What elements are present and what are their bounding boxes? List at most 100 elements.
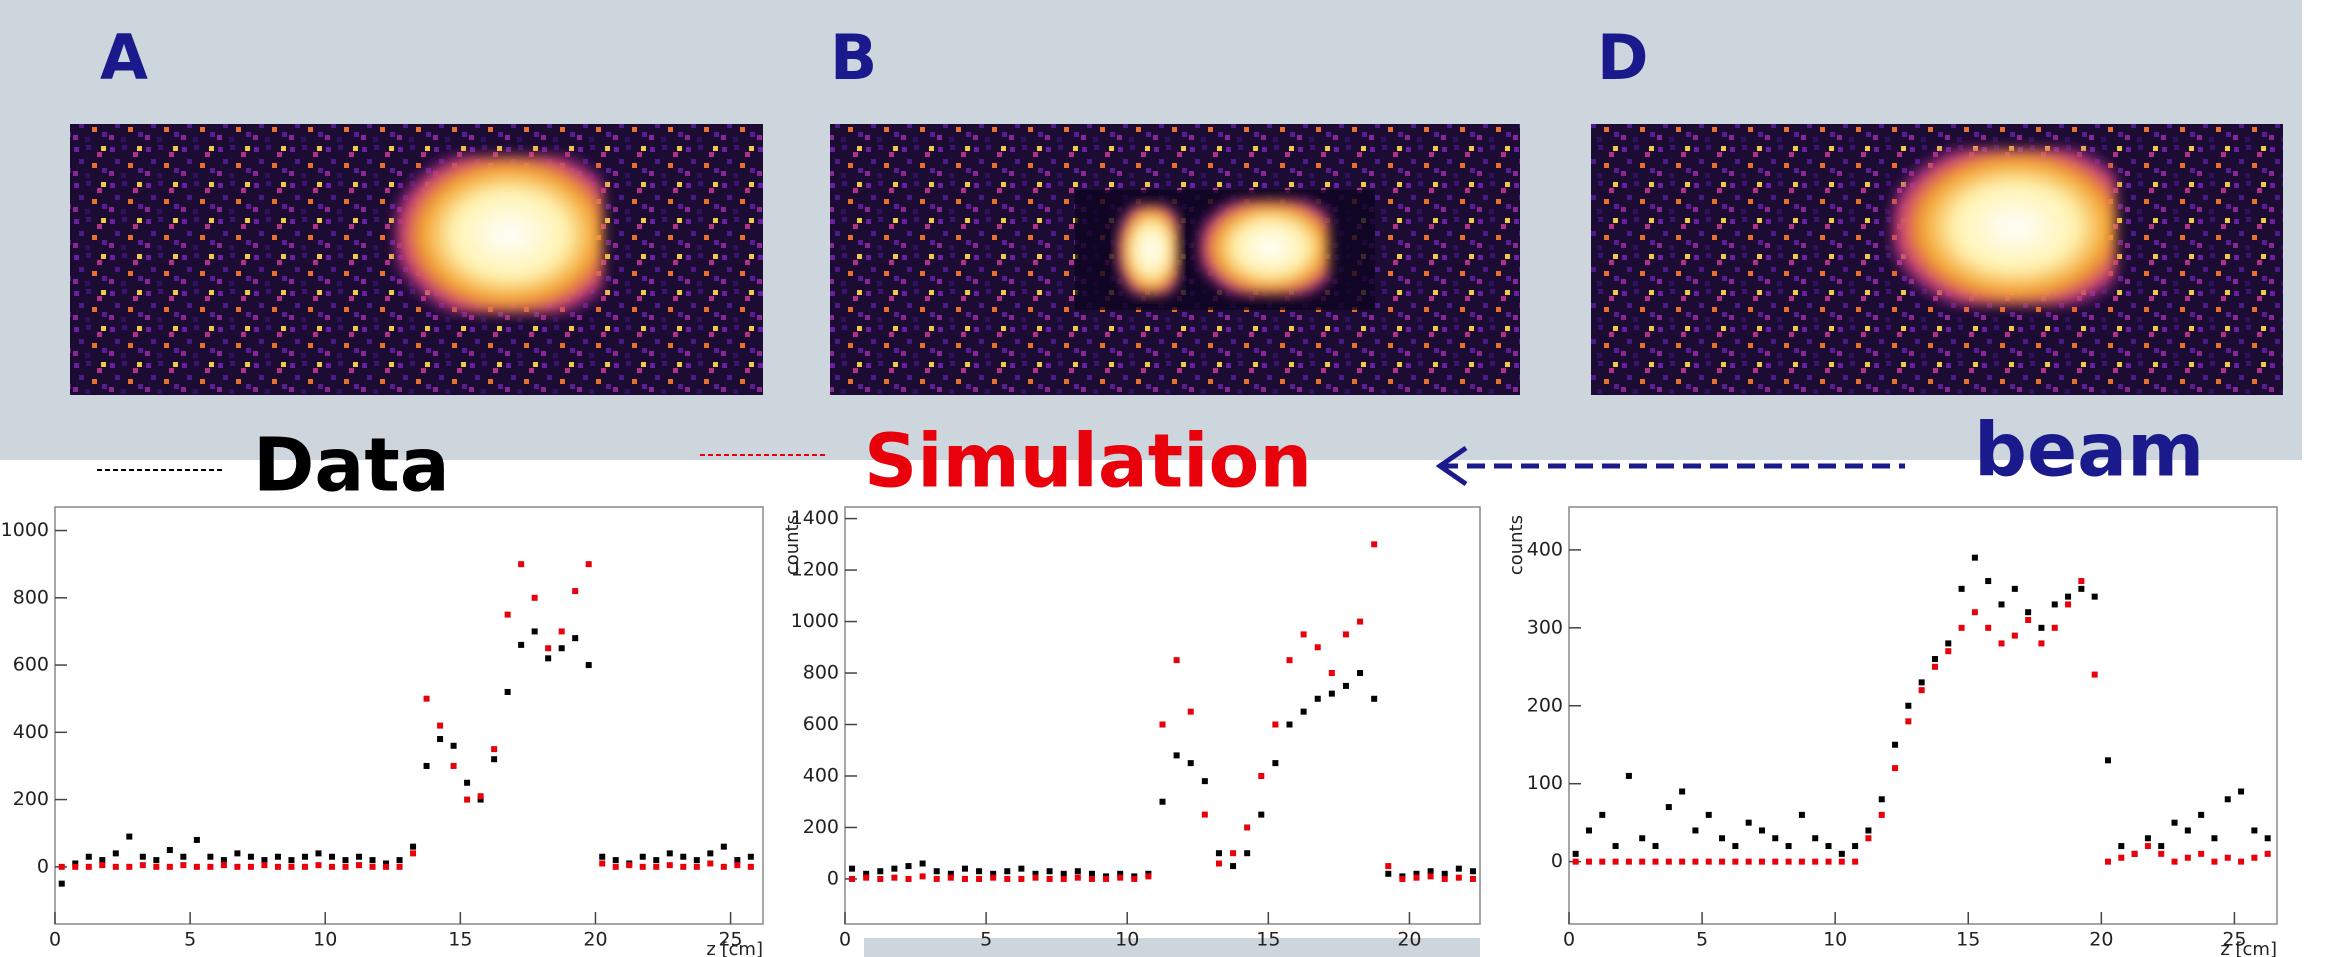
- point: [653, 857, 660, 864]
- point: [1772, 858, 1779, 865]
- point: [1314, 644, 1321, 651]
- point: [1865, 827, 1872, 834]
- point: [1244, 850, 1251, 857]
- point: [2211, 858, 2218, 865]
- point: [1692, 827, 1699, 834]
- point: [1385, 870, 1392, 877]
- point: [518, 561, 525, 568]
- legend-label: Simulation: [864, 419, 1312, 505]
- point: [1413, 870, 1420, 877]
- point: [342, 857, 349, 864]
- point: [2238, 788, 2245, 795]
- point: [1772, 835, 1779, 842]
- point: [1187, 760, 1194, 767]
- point: [2091, 593, 2098, 600]
- point: [126, 833, 133, 840]
- point: [234, 863, 241, 870]
- point: [1258, 811, 1265, 818]
- point: [139, 853, 146, 860]
- point: [396, 857, 403, 864]
- point: [1173, 752, 1180, 759]
- point: [315, 850, 322, 857]
- beam-label: beam: [1974, 408, 2204, 494]
- point: [1825, 858, 1832, 865]
- point: [504, 611, 511, 618]
- point: [1046, 868, 1053, 875]
- point: [2251, 854, 2258, 861]
- point: [1244, 824, 1251, 831]
- x-tick-label: 25: [718, 929, 742, 951]
- point: [1046, 875, 1053, 882]
- point: [410, 850, 417, 857]
- point: [2264, 835, 2271, 842]
- point: [1258, 772, 1265, 779]
- x-tick-label: 5: [184, 929, 196, 951]
- point: [2065, 601, 2072, 608]
- panel-label: D: [1597, 21, 1648, 94]
- point: [1272, 721, 1279, 728]
- point: [2238, 858, 2245, 865]
- point: [1599, 858, 1606, 865]
- point: [504, 688, 511, 695]
- point: [1905, 702, 1912, 709]
- point: [58, 880, 65, 887]
- plot: 0 200 400 600 800 1000 1200 1400 0 5 10 15 20 counts: [782, 506, 1481, 951]
- point: [1230, 863, 1237, 870]
- point: [2131, 850, 2138, 857]
- point: [464, 796, 471, 803]
- y-tick-label: 400: [803, 764, 839, 786]
- point: [1572, 850, 1579, 857]
- point: [1060, 870, 1067, 877]
- point: [1971, 609, 1978, 616]
- point: [180, 853, 187, 860]
- y-tick-label: 600: [803, 713, 839, 735]
- point: [491, 756, 498, 763]
- point: [976, 868, 983, 875]
- point: [1032, 870, 1039, 877]
- point: [1852, 858, 1859, 865]
- point: [1798, 811, 1805, 818]
- point: [72, 863, 79, 870]
- x-tick-label: 0: [1563, 929, 1575, 951]
- y-tick-label: 0: [827, 867, 839, 889]
- point: [693, 863, 700, 870]
- point: [531, 594, 538, 601]
- point: [1328, 670, 1335, 677]
- point: [1918, 679, 1925, 686]
- point: [1905, 718, 1912, 725]
- point: [1998, 601, 2005, 608]
- point: [1145, 873, 1152, 880]
- x-tick-label: 15: [448, 929, 472, 951]
- point: [207, 853, 214, 860]
- point: [1599, 811, 1606, 818]
- point: [1652, 843, 1659, 850]
- point: [1004, 868, 1011, 875]
- point: [2144, 843, 2151, 850]
- point: [356, 862, 363, 869]
- point: [572, 635, 579, 642]
- point: [1585, 827, 1592, 834]
- point: [2184, 854, 2191, 861]
- x-tick-label: 25: [2222, 929, 2246, 951]
- point: [2118, 843, 2125, 850]
- heatmaps: [70, 124, 2283, 395]
- point: [58, 863, 65, 870]
- point: [747, 863, 754, 870]
- x-tick-label: 0: [49, 929, 61, 951]
- point: [1838, 858, 1845, 865]
- point: [1798, 858, 1805, 865]
- point: [1639, 858, 1646, 865]
- point: [1878, 811, 1885, 818]
- y-axis-label: counts: [1506, 515, 1527, 575]
- point: [1103, 875, 1110, 882]
- point: [423, 762, 430, 769]
- y-tick-label: 0: [1551, 850, 1563, 872]
- point: [919, 860, 926, 867]
- point: [1625, 772, 1632, 779]
- y-tick-label: 0: [37, 855, 49, 877]
- arrow-head: [1435, 445, 1468, 487]
- point: [1074, 874, 1081, 881]
- point: [1469, 868, 1476, 875]
- point: [1088, 875, 1095, 882]
- point: [1314, 695, 1321, 702]
